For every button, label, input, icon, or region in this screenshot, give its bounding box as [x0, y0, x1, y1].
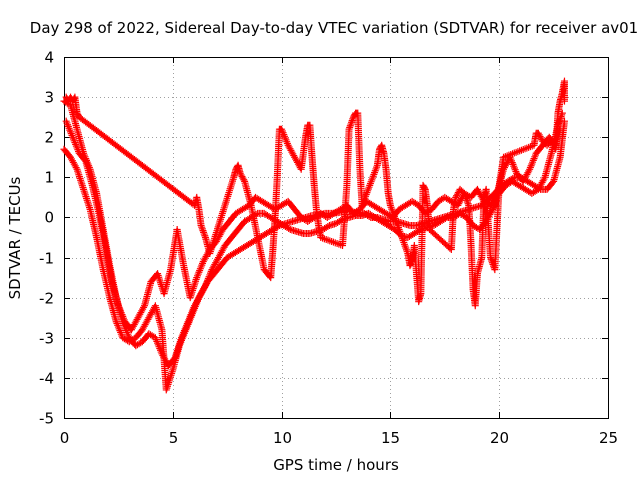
x-tick-labels: 0 5 10 15 20 25 [60, 429, 618, 447]
y-tick-label: 1 [44, 169, 54, 187]
trace-markers [63, 119, 564, 332]
y-tick-labels: -5 -4 -3 -2 -1 0 1 2 3 4 [39, 49, 54, 428]
plot-frame [64, 57, 609, 419]
x-tick-label: 15 [381, 429, 400, 447]
y-tick-label: -1 [39, 250, 54, 268]
y-tick-label: 3 [44, 89, 54, 107]
y-tick-label: 2 [44, 129, 54, 147]
trace-markers [61, 111, 566, 392]
x-tick-label: 10 [273, 429, 292, 447]
y-tick-label: 4 [44, 49, 54, 67]
y-axis-label: SDTVAR / TECUs [6, 176, 24, 299]
x-tick-label: 25 [599, 429, 618, 447]
y-tick-label: 0 [44, 209, 54, 227]
y-tick-label: -4 [39, 370, 54, 388]
x-tick-label: 5 [169, 429, 179, 447]
axis-ticks [64, 57, 609, 419]
chart-title: Day 298 of 2022, Sidereal Day-to-day VTE… [30, 19, 638, 37]
x-tick-label: 20 [490, 429, 509, 447]
series-sdtvar-excursions [62, 77, 568, 310]
y-tick-label: -3 [39, 330, 54, 348]
chart-grid [64, 57, 608, 418]
y-tick-label: -5 [39, 410, 54, 428]
x-axis-label: GPS time / hours [273, 456, 399, 474]
data-points [60, 77, 568, 394]
trace-markers [63, 79, 568, 308]
x-tick-label: 0 [60, 429, 70, 447]
y-tick-label: -2 [39, 290, 54, 308]
